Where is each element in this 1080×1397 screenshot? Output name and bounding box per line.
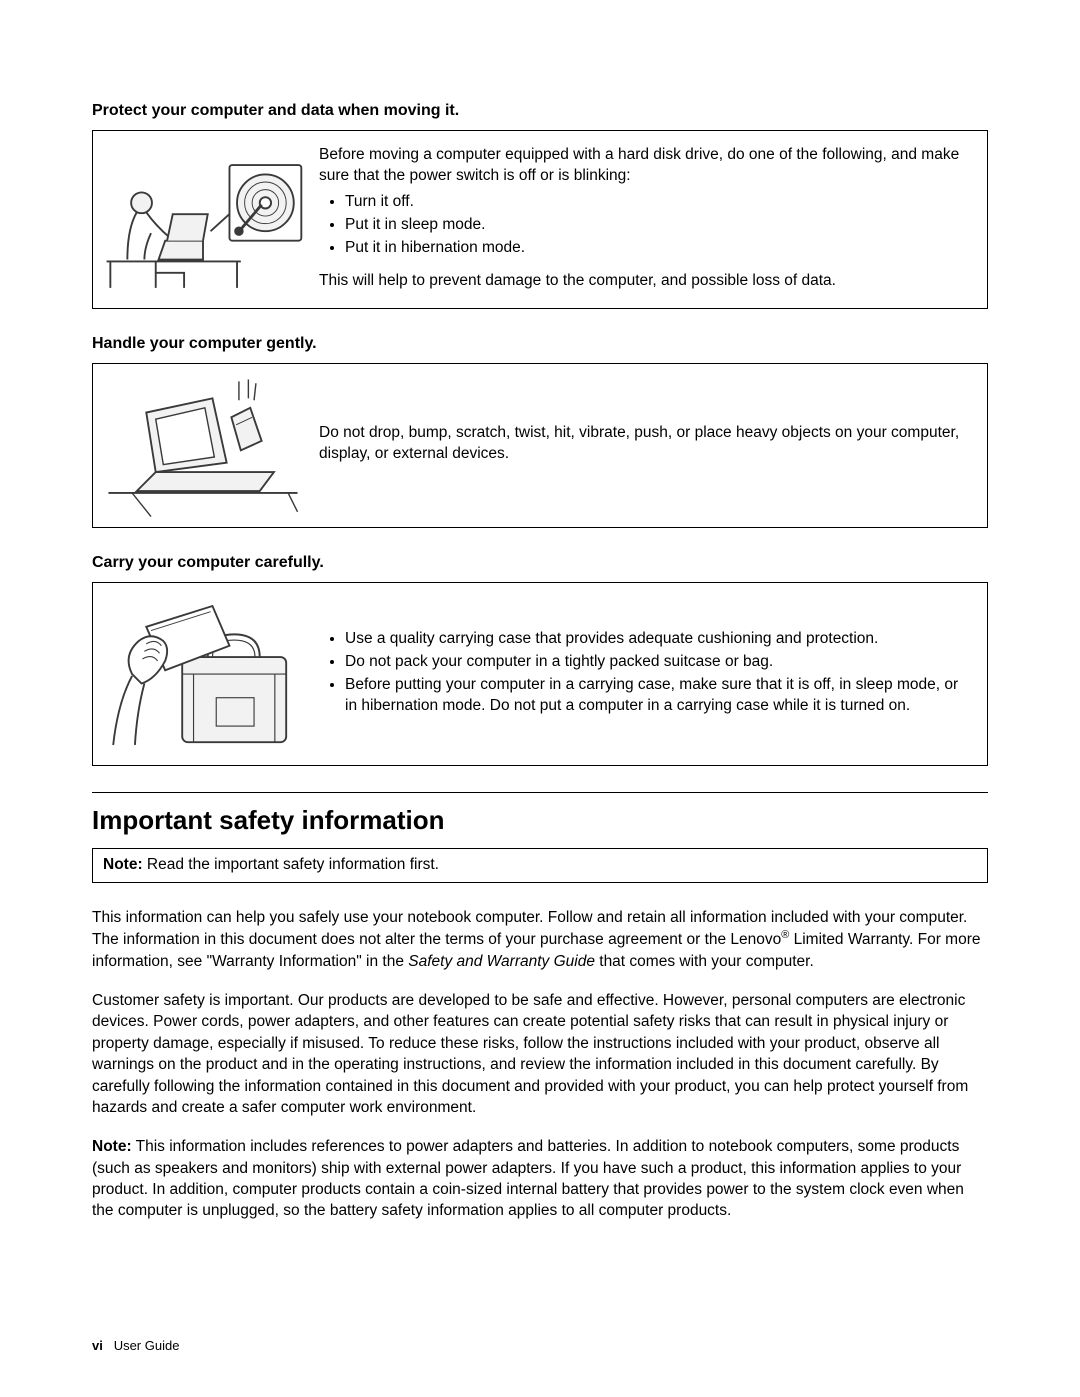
carry-bullets: Use a quality carrying case that provide… bbox=[319, 627, 973, 719]
protect-heading: Protect your computer and data when movi… bbox=[92, 100, 988, 122]
protect-bullet-3: Put it in hibernation mode. bbox=[345, 238, 973, 259]
safety-note-box: Note: Read the important safety informat… bbox=[92, 848, 988, 883]
carry-bullet-3: Before putting your computer in a carryi… bbox=[345, 675, 973, 717]
safety-para-1: This information can help you safely use… bbox=[92, 907, 988, 972]
note-label: Note: bbox=[103, 856, 143, 873]
para1-c: that comes with your computer. bbox=[595, 953, 814, 970]
handle-illustration bbox=[93, 364, 313, 527]
protect-bullet-2: Put it in sleep mode. bbox=[345, 215, 973, 236]
carry-box: Use a quality carrying case that provide… bbox=[92, 582, 988, 766]
section-divider bbox=[92, 792, 988, 793]
protect-intro: Before moving a computer equipped with a… bbox=[319, 145, 973, 187]
para3-label: Note: bbox=[92, 1138, 132, 1155]
protect-bullets: Turn it off. Put it in sleep mode. Put i… bbox=[319, 192, 973, 259]
note-text: Read the important safety information fi… bbox=[143, 856, 439, 873]
doc-title: User Guide bbox=[114, 1338, 180, 1353]
protect-box: Before moving a computer equipped with a… bbox=[92, 130, 988, 310]
carry-heading: Carry your computer carefully. bbox=[92, 552, 988, 574]
handle-text: Do not drop, bump, scratch, twist, hit, … bbox=[319, 423, 973, 465]
para1-italic: Safety and Warranty Guide bbox=[408, 953, 595, 970]
protect-bullet-1: Turn it off. bbox=[345, 192, 973, 213]
handle-box: Do not drop, bump, scratch, twist, hit, … bbox=[92, 363, 988, 528]
handle-content: Do not drop, bump, scratch, twist, hit, … bbox=[313, 364, 987, 527]
protect-outro: This will help to prevent damage to the … bbox=[319, 271, 973, 292]
page-footer: vi User Guide bbox=[92, 1337, 179, 1355]
carry-content: Use a quality carrying case that provide… bbox=[313, 583, 987, 765]
carry-bullet-2: Do not pack your computer in a tightly p… bbox=[345, 652, 973, 673]
safety-para-3: Note: This information includes referenc… bbox=[92, 1136, 988, 1222]
carry-bullet-1: Use a quality carrying case that provide… bbox=[345, 629, 973, 650]
para3-text: This information includes references to … bbox=[92, 1138, 964, 1219]
safety-para-2: Customer safety is important. Our produc… bbox=[92, 990, 988, 1118]
carry-illustration bbox=[93, 583, 313, 765]
handle-heading: Handle your computer gently. bbox=[92, 333, 988, 355]
protect-illustration bbox=[93, 131, 313, 309]
protect-content: Before moving a computer equipped with a… bbox=[313, 131, 987, 309]
page-number: vi bbox=[92, 1338, 103, 1353]
safety-heading: Important safety information bbox=[92, 803, 988, 838]
